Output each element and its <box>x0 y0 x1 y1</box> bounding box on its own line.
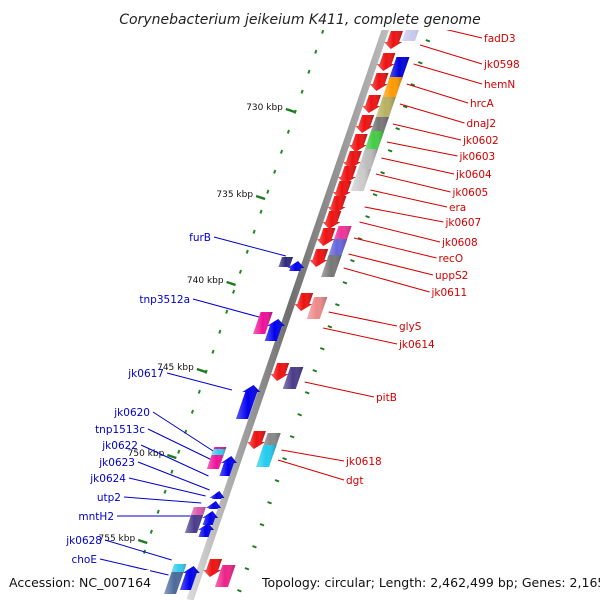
forward-gene-arrow <box>309 249 329 267</box>
forward-gene-block <box>306 297 328 319</box>
forward-gene-block <box>388 57 410 79</box>
reverse-gene-block <box>253 312 273 334</box>
forward-gene-label: jk0598 <box>483 59 520 71</box>
reverse-gene-label: jk0617 <box>127 368 164 380</box>
forward-gene-block <box>350 169 372 191</box>
forward-gene-label: dnaJ2 <box>467 118 497 130</box>
forward-gene-arrow <box>384 31 403 49</box>
reverse-gene-block <box>171 564 187 572</box>
reverse-gene-label: choE <box>72 554 98 566</box>
forward-gene-block <box>357 149 378 171</box>
forward-gene-arrow <box>270 363 290 381</box>
reverse-gene-arrow <box>287 261 305 271</box>
reverse-gene-label: mntH2 <box>78 511 114 523</box>
scale-label: 755 kbp <box>99 534 136 544</box>
reverse-gene-block <box>164 566 186 594</box>
scale-label: 750 kbp <box>128 449 165 459</box>
reverse-gene-label: furB <box>189 232 211 244</box>
accession-label: Accession: NC_007164 <box>9 575 151 590</box>
map-title: Corynebacterium jeikeium K411, complete … <box>119 12 481 28</box>
scale-label: 730 kbp <box>246 103 283 113</box>
forward-gene-label: jk0602 <box>462 135 499 147</box>
forward-gene-arrow <box>316 228 336 246</box>
reverse-gene-block <box>191 507 206 515</box>
forward-gene-label: fadD3 <box>484 33 516 45</box>
reverse-gene-block <box>184 511 205 533</box>
forward-gene-arrow <box>355 115 375 133</box>
forward-gene-label: jk0611 <box>431 287 468 299</box>
forward-gene-label: jk0607 <box>445 217 482 229</box>
genome-backbone <box>186 20 392 600</box>
scale-ticks: 730 kbp 735 kbp 740 kbp 745 kbp 750 kbp 755 k… <box>99 103 296 545</box>
forward-gene-label: jk0608 <box>441 237 478 249</box>
forward-gene-label: uppS2 <box>435 270 468 282</box>
forward-gene-label: jk0618 <box>345 456 382 468</box>
reverse-gene-arrow <box>219 456 237 476</box>
forward-gene-label: dgt <box>346 475 363 487</box>
forward-gene-arrow <box>376 53 396 71</box>
scale-label: 745 kbp <box>157 363 194 373</box>
reverse-gene-label: utp2 <box>97 492 121 504</box>
forward-gene-label: pitB <box>376 392 397 404</box>
reverse-gene-block <box>278 257 293 267</box>
forward-gene-label: jk0605 <box>452 187 489 199</box>
forward-gene-arrow <box>369 73 389 91</box>
forward-gene-block <box>363 131 385 153</box>
reverse-gene-arrow <box>202 511 219 525</box>
label-leaders <box>99 24 483 576</box>
forward-gene-block <box>282 367 304 389</box>
reverse-gene-label: tnp3512a <box>139 294 190 306</box>
reverse-gene-arrow <box>197 523 214 537</box>
forward-gene-block <box>256 445 277 467</box>
forward-gene-arrow <box>294 293 314 311</box>
reverse-gene-label: jk0620 <box>113 407 150 419</box>
forward-gene-block <box>375 97 396 119</box>
forward-gene-arrow <box>348 134 368 152</box>
forward-gene-label: jk0603 <box>459 151 496 163</box>
forward-gene-block <box>214 565 236 587</box>
forward-gene-label: hemN <box>484 79 515 91</box>
forward-gene-arrow <box>247 431 266 449</box>
scale-label: 735 kbp <box>216 190 253 200</box>
genome-summary: Topology: circular; Length: 2,462,499 bp… <box>261 575 600 590</box>
forward-gene-block <box>321 255 342 277</box>
reverse-gene-label: jk0624 <box>89 473 126 485</box>
reverse-gene-block <box>211 449 226 455</box>
scale-label: 740 kbp <box>187 276 224 286</box>
forward-gene-arrow <box>203 559 223 577</box>
reverse-gene-arrow <box>205 501 221 509</box>
forward-gene-arrow <box>362 95 381 113</box>
gene-labels: fadD3 jk0598 hemN hrcA dnaJ2 jk0602 jk0603 jk06… <box>65 33 519 566</box>
forward-gene-label: era <box>449 202 466 214</box>
reverse-gene-label: jk0628 <box>65 535 102 547</box>
reverse-gene-arrow <box>209 491 225 499</box>
scale-dots <box>129 29 431 594</box>
forward-gene-label: jk0604 <box>455 169 492 181</box>
reverse-gene-label: tnp1513c <box>95 424 145 436</box>
forward-gene-label: hrcA <box>470 98 495 110</box>
reverse-gene-arrow <box>179 566 200 590</box>
forward-gene-label: jk0614 <box>398 339 435 351</box>
forward-gene-label: recO <box>439 253 464 265</box>
forward-gene-label: glyS <box>399 321 422 333</box>
forward-gene-arrow <box>337 166 357 184</box>
gene-features <box>164 9 423 594</box>
reverse-gene-arrow <box>264 319 285 341</box>
forward-gene-arrow <box>322 211 342 229</box>
reverse-gene-arrow <box>235 385 261 419</box>
forward-gene-block <box>382 77 403 99</box>
forward-gene-arrow <box>327 196 347 214</box>
reverse-gene-label: jk0622 <box>101 440 138 452</box>
forward-gene-arrow <box>332 181 352 199</box>
reverse-gene-label: jk0623 <box>98 457 135 469</box>
forward-gene-arrow <box>343 151 362 169</box>
